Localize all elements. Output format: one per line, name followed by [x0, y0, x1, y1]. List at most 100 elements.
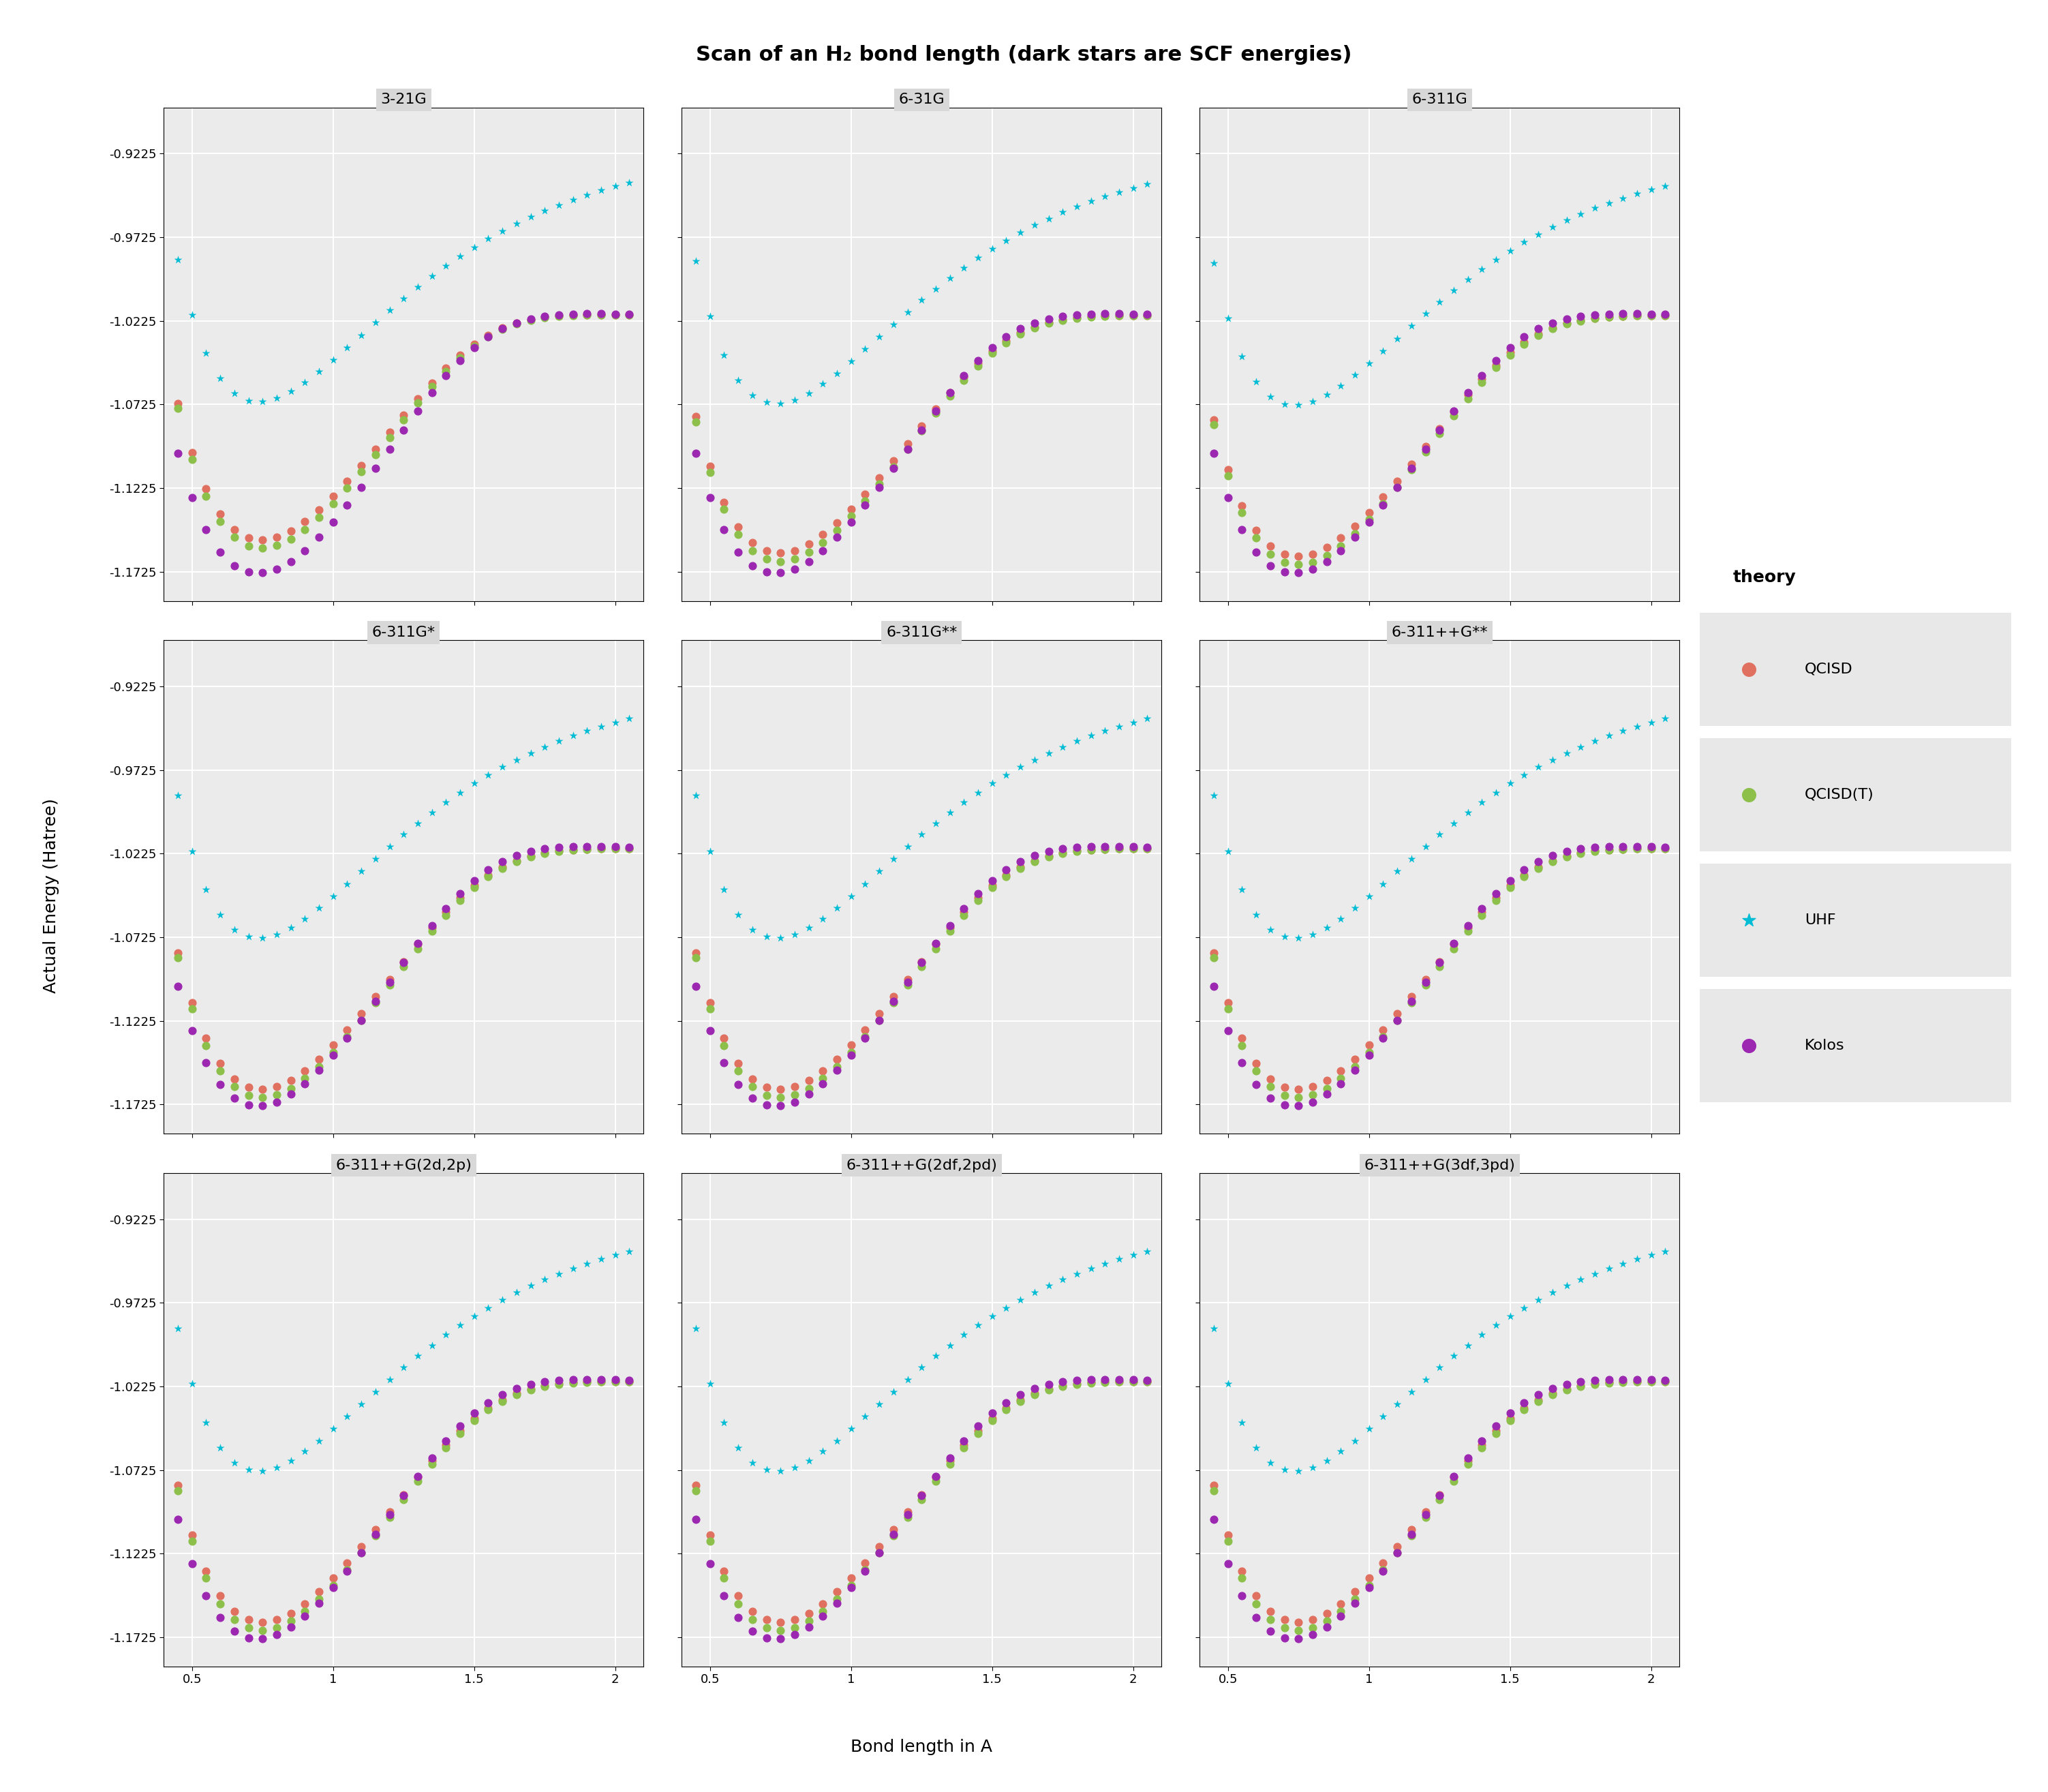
- Text: Bond length in A: Bond length in A: [850, 1738, 993, 1756]
- Point: [694, 1521, 727, 1550]
- Point: [528, 303, 561, 332]
- Point: [274, 547, 307, 575]
- Point: [1239, 1590, 1272, 1618]
- Point: [709, 1557, 741, 1586]
- Point: [1225, 498, 1257, 527]
- Point: [1032, 837, 1065, 866]
- Point: [764, 547, 797, 575]
- Point: [807, 1437, 840, 1466]
- Point: [862, 473, 895, 502]
- Point: [401, 1462, 434, 1491]
- Point: [1579, 837, 1612, 866]
- Title: 6-311++G(2df,2pd): 6-311++G(2df,2pd): [846, 1158, 997, 1172]
- Point: [680, 401, 713, 430]
- Point: [401, 1342, 434, 1371]
- Point: [1325, 905, 1358, 934]
- Point: [500, 1374, 532, 1403]
- Point: [836, 882, 868, 910]
- Point: [1225, 1557, 1257, 1586]
- Point: [1452, 918, 1485, 946]
- Point: [162, 1471, 195, 1500]
- Point: [1253, 382, 1286, 410]
- Point: [877, 987, 909, 1016]
- Point: [332, 473, 365, 502]
- Point: [444, 1419, 477, 1448]
- Point: [459, 332, 492, 360]
- Point: [289, 536, 322, 564]
- Point: [848, 1016, 881, 1045]
- Point: [514, 738, 547, 767]
- Point: [694, 484, 727, 513]
- Point: [205, 1604, 238, 1633]
- Point: [543, 301, 575, 330]
- Point: [1466, 901, 1499, 930]
- Point: [1061, 728, 1094, 756]
- Point: [1325, 536, 1358, 564]
- Point: [612, 301, 645, 330]
- Point: [1536, 315, 1569, 344]
- Point: [680, 1505, 713, 1534]
- Point: [246, 1091, 279, 1120]
- Point: [260, 919, 293, 948]
- Point: [1438, 808, 1470, 837]
- Point: [1579, 1369, 1612, 1398]
- Point: [190, 339, 223, 367]
- Point: [848, 335, 881, 364]
- Point: [260, 1453, 293, 1482]
- Point: [1620, 835, 1653, 864]
- Point: [821, 1055, 854, 1084]
- Point: [989, 226, 1022, 254]
- Point: [1380, 1532, 1413, 1561]
- Point: [793, 1607, 825, 1636]
- Point: [444, 887, 477, 916]
- Point: [1032, 842, 1065, 871]
- Point: [1620, 831, 1653, 860]
- Point: [1649, 1367, 1681, 1396]
- Point: [948, 1321, 981, 1349]
- Point: [231, 387, 264, 416]
- Point: [459, 769, 492, 797]
- Point: [862, 323, 895, 351]
- Point: [1507, 323, 1540, 351]
- Point: [598, 833, 631, 862]
- Text: UHF: UHF: [1804, 914, 1835, 926]
- Point: [1075, 835, 1108, 864]
- Point: [1239, 367, 1272, 396]
- Point: [848, 1023, 881, 1052]
- Point: [1423, 952, 1456, 980]
- Point: [807, 905, 840, 934]
- Point: [373, 418, 406, 446]
- Point: [416, 797, 449, 826]
- Point: [598, 299, 631, 328]
- Point: [877, 1520, 909, 1548]
- Point: [1550, 305, 1583, 333]
- Point: [1198, 410, 1231, 439]
- Point: [1452, 1331, 1485, 1360]
- Point: [735, 1606, 768, 1634]
- Point: [778, 536, 811, 564]
- Point: [1004, 1387, 1036, 1416]
- Point: [246, 1616, 279, 1645]
- Point: [274, 1607, 307, 1636]
- Point: [586, 831, 618, 860]
- Point: [848, 480, 881, 509]
- Point: [444, 242, 477, 271]
- Point: [1311, 1081, 1343, 1109]
- Point: [750, 1455, 782, 1484]
- Point: [948, 1434, 981, 1462]
- Point: [344, 1391, 377, 1419]
- Point: [1311, 1613, 1343, 1641]
- Point: [1493, 339, 1526, 367]
- Point: [205, 1048, 238, 1077]
- Point: [891, 435, 924, 464]
- Point: [373, 435, 406, 464]
- Point: [1116, 301, 1149, 330]
- Point: [721, 366, 754, 394]
- Point: [1212, 1548, 1245, 1577]
- Point: [1593, 303, 1626, 332]
- Point: [231, 1615, 264, 1643]
- Point: [963, 244, 995, 272]
- Point: [1550, 842, 1583, 871]
- Point: [1047, 301, 1079, 330]
- Point: [905, 1486, 938, 1514]
